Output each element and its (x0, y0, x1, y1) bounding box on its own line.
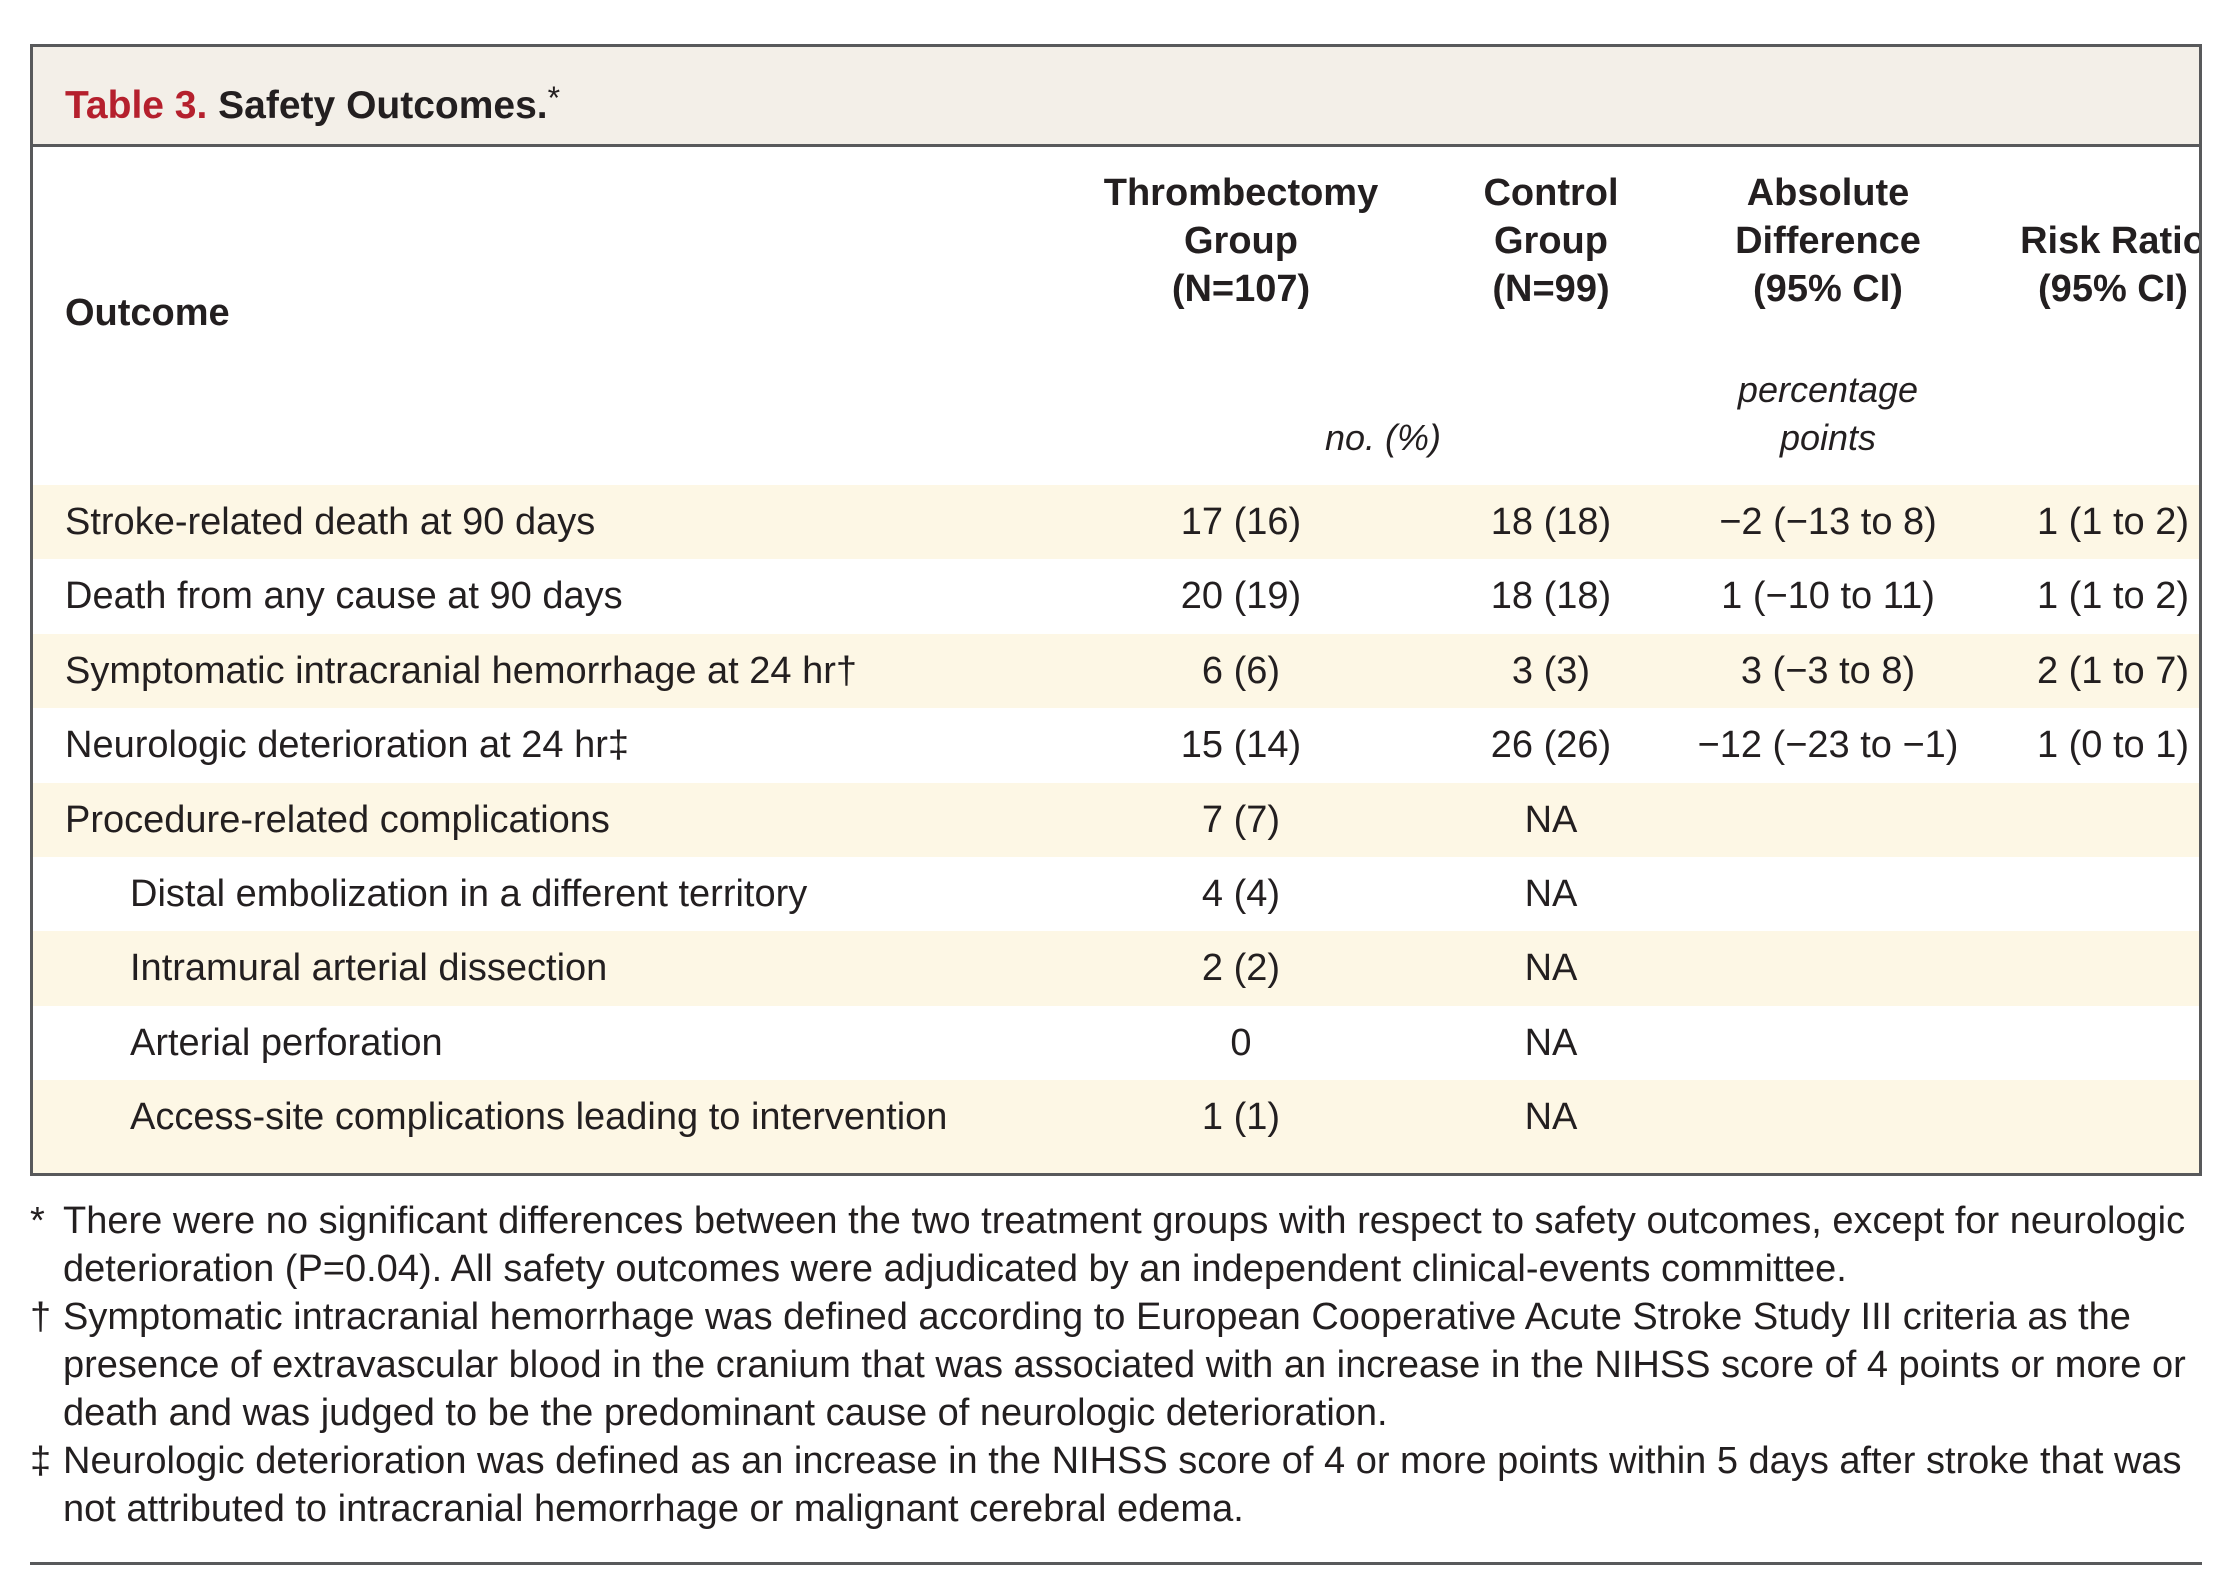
cell-outcome: Procedure-related complications (65, 798, 610, 841)
table-row: Access-site complications leading to int… (33, 1080, 2199, 1155)
cell-control: NA (1524, 798, 1578, 841)
col-header-risk-ratio: Risk Ratio (95% CI) (2020, 220, 2202, 310)
cell-thrombectomy: 7 (7) (1201, 798, 1281, 841)
cell-riskratio: 1 (1 to 2) (2036, 501, 2190, 543)
col-header-outcome: Outcome (65, 292, 230, 334)
cell-outcome: Death from any cause at 90 days (65, 575, 623, 618)
table-title-footnote-mark: * (547, 80, 561, 116)
footnote-symbol: ‡ (30, 1440, 52, 1482)
table-label: Table 3. (65, 84, 208, 127)
footnotes: * There were no significant differences b… (30, 1197, 2202, 1533)
table-row: Distal embolization in a different terri… (33, 857, 2199, 931)
cell-control: 3 (3) (1511, 649, 1591, 692)
cell-control: NA (1524, 1021, 1578, 1064)
cell-riskratio: 2 (1 to 7) (2036, 649, 2190, 692)
cell-control: 18 (18) (1490, 501, 1612, 543)
cell-thrombectomy: 0 (1230, 1021, 1252, 1064)
table-title-bar: Table 3. Safety Outcomes.* (33, 47, 2199, 147)
cell-outcome: Stroke-related death at 90 days (65, 501, 596, 543)
cell-riskratio: 1 (0 to 1) (2036, 724, 2190, 767)
cell-outcome: Distal embolization in a different terri… (130, 872, 808, 915)
safety-outcomes-table: Table 3. Safety Outcomes.* Outcome Throm… (30, 44, 2202, 1176)
cell-control: 18 (18) (1490, 575, 1612, 618)
cell-absdiff: 3 (−3 to 8) (1740, 649, 1916, 692)
cell-outcome: Arterial perforation (130, 1021, 443, 1064)
col-header-absolute-difference: Absolute Difference (95% CI) (1735, 172, 1921, 310)
cell-control: NA (1524, 947, 1578, 990)
cell-control: NA (1524, 1096, 1578, 1139)
cell-outcome: Access-site complications leading to int… (130, 1096, 948, 1139)
units-absolute-difference: percentage points (1737, 369, 1919, 458)
col-header-thrombectomy: Thrombectomy Group (N=107) (1103, 172, 1379, 310)
cell-thrombectomy: 2 (2) (1201, 947, 1281, 990)
table-title-text: Safety Outcomes. (218, 84, 548, 127)
cell-thrombectomy: 1 (1) (1201, 1096, 1281, 1139)
footnote-text: Symptomatic intracranial hemorrhage was … (63, 1296, 2186, 1434)
table-row: Intramural arterial dissection 2 (2) NA (33, 931, 2199, 1006)
footnote-text: There were no significant differences be… (63, 1200, 2186, 1290)
cell-thrombectomy: 4 (4) (1201, 872, 1281, 915)
table-title: Table 3. Safety Outcomes.* (65, 75, 560, 129)
footnote: * There were no significant differences b… (30, 1197, 2202, 1293)
cell-absdiff: 1 (−10 to 11) (1721, 575, 1935, 618)
table-row: Procedure-related complications 7 (7) NA (33, 782, 2199, 857)
table-row: Stroke-related death at 90 days 17 (16) 18… (33, 485, 2199, 560)
table-row: Arterial perforation 0 NA (33, 1006, 2199, 1080)
cell-outcome: Symptomatic intracranial hemorrhage at 2… (65, 649, 858, 692)
units-groups: no. (%) (1324, 417, 1442, 458)
table-row: Symptomatic intracranial hemorrhage at 2… (33, 633, 2199, 709)
cell-outcome: Intramural arterial dissection (130, 947, 608, 990)
footnote: † Symptomatic intracranial hemorrhage was… (30, 1293, 2202, 1437)
cell-thrombectomy: 17 (16) (1180, 501, 1302, 543)
cell-outcome: Neurologic deterioration at 24 hr‡ (65, 724, 630, 767)
table-body: Stroke-related death at 90 days 17 (16) 18… (33, 485, 2199, 1155)
cell-thrombectomy: 15 (14) (1180, 724, 1302, 767)
cell-control: 26 (26) (1490, 724, 1612, 767)
table-row: Death from any cause at 90 days 20 (19) 18… (33, 559, 2199, 633)
cell-control: NA (1524, 872, 1578, 915)
footnote-symbol: * (30, 1200, 45, 1242)
table-row: Neurologic deterioration at 24 hr‡ 15 (14… (33, 708, 2199, 782)
col-header-control: Control Group (N=99) (1483, 172, 1619, 310)
cell-thrombectomy: 20 (19) (1180, 575, 1302, 618)
cell-thrombectomy: 6 (6) (1201, 649, 1281, 692)
table-bottom-padding (33, 1154, 2199, 1173)
footnote-text: Neurologic deterioration was defined as … (63, 1440, 2182, 1530)
bottom-rule (30, 1562, 2202, 1565)
footnote-symbol: † (30, 1296, 52, 1338)
footnote: ‡ Neurologic deterioration was defined as… (30, 1437, 2202, 1533)
cell-absdiff: −2 (−13 to 8) (1719, 501, 1937, 543)
cell-absdiff: −12 (−23 to −1) (1697, 724, 1959, 767)
cell-riskratio: 1 (1 to 2) (2036, 575, 2190, 618)
